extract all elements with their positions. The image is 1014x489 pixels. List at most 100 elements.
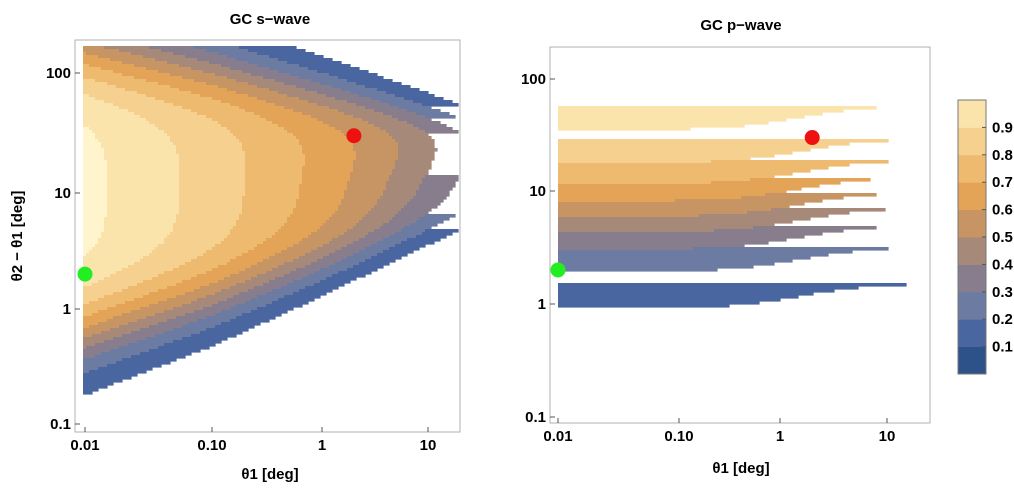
s-wave-contour-cell: [416, 112, 450, 116]
p-wave-contour-cell: [558, 232, 823, 236]
p-wave-contour-cell: [558, 226, 754, 230]
s-wave-contour-cell: [305, 163, 354, 167]
s-wave-contour-cell: [83, 250, 90, 254]
colorbar-label: 0.7: [992, 174, 1013, 191]
s-wave-contour-cell: [167, 298, 198, 302]
s-wave-contour-cell: [206, 115, 261, 119]
s-wave-contour-cell: [101, 67, 147, 71]
s-wave-contour-cell: [308, 235, 339, 239]
s-wave-contour-cell: [404, 226, 432, 230]
s-wave-contour-cell: [110, 274, 159, 278]
s-wave-contour-cell: [419, 187, 453, 191]
s-wave-contour-cell: [386, 130, 426, 134]
s-wave-contour-cell: [179, 196, 243, 200]
s-wave-contour-cell: [107, 169, 180, 173]
s-wave-contour-cell: [83, 310, 99, 314]
p-wave-contour-cell: [558, 166, 829, 170]
s-wave-contour-cell: [182, 76, 228, 80]
p-wave-contour-cell: [558, 193, 766, 197]
s-wave-contour-cell: [104, 46, 150, 50]
s-wave-contour-cell: [83, 91, 138, 95]
s-wave-contour-cell: [221, 64, 258, 68]
p-wave-contour-cell: [753, 226, 877, 230]
s-wave-contour-cell: [332, 238, 360, 242]
s-wave-contour-cell: [179, 157, 246, 161]
s-wave-contour-cell: [320, 280, 351, 284]
s-wave-contour-cell: [410, 199, 444, 203]
p-wave-contour-cell: [558, 241, 769, 245]
s-wave-contour-cell: [104, 229, 174, 233]
p-wave-contour-cell: [558, 211, 748, 215]
s-wave-contour-cell: [155, 247, 213, 251]
s-wave-contour-cell: [350, 178, 390, 182]
s-wave-contour-cell: [332, 85, 366, 89]
p-wave-contour-cell: [558, 199, 676, 203]
s-wave-contour-cell: [164, 238, 225, 242]
s-wave-contour-cell: [221, 289, 249, 293]
s-wave-contour-cell: [131, 52, 174, 56]
s-wave-contour-cell: [236, 223, 285, 227]
s-wave-contour-cell: [104, 100, 165, 104]
s-wave-contour-cell: [362, 118, 399, 122]
s-wave-contour-cell: [95, 244, 159, 248]
p-wave-contour-cell: [558, 250, 853, 254]
s-wave-contour-cell: [230, 229, 279, 233]
s-wave-contour-cell: [341, 247, 366, 251]
s-wave-contour-cell: [83, 349, 111, 353]
s-wave-contour-cell: [191, 277, 225, 281]
s-wave-contour-cell: [107, 364, 162, 368]
s-wave-contour-cell: [305, 157, 357, 161]
s-wave-contour-cell: [203, 253, 243, 257]
s-wave-contour-cell: [83, 328, 111, 332]
s-wave-contour-cell: [152, 250, 207, 254]
s-wave-contour-cell: [230, 103, 276, 107]
p-wave-contour-cell: [558, 268, 718, 272]
s-wave-contour-cell: [326, 277, 357, 281]
s-wave-contour-cell: [329, 124, 375, 128]
s-wave-contour-cell: [350, 175, 390, 179]
s-wave-contour-cell: [107, 160, 180, 164]
s-wave-contour-cell: [83, 115, 141, 119]
s-wave-contour-cell: [83, 229, 105, 233]
s-wave-contour-cell: [83, 292, 114, 296]
p-wave-contour-cell: [558, 205, 790, 209]
s-wave-contour-cell: [107, 82, 159, 86]
s-wave-contour-cell: [392, 115, 426, 119]
colorbar-band: [958, 154, 986, 183]
s-wave-contour-cell: [317, 70, 369, 74]
s-wave-y-tick-label: 0.1: [50, 416, 71, 433]
s-wave-contour-cell: [389, 133, 429, 137]
s-wave-contour-cell: [179, 178, 246, 182]
s-wave-contour-cell: [395, 244, 426, 248]
s-wave-contour-cell: [83, 322, 99, 326]
s-wave-contour-cell: [155, 58, 198, 62]
s-wave-contour-cell: [83, 58, 111, 62]
s-wave-contour-cell: [206, 250, 249, 254]
s-wave-contour-cell: [83, 283, 93, 287]
s-wave-contour-cell: [368, 121, 408, 125]
s-wave-contour-cell: [173, 340, 222, 344]
s-wave-contour-cell: [212, 268, 246, 272]
s-wave-contour-cell: [266, 238, 303, 242]
s-wave-contour-cell: [224, 238, 267, 242]
s-wave-contour-cell: [302, 112, 345, 116]
s-wave-contour-cell: [290, 73, 330, 77]
s-wave-contour-cell: [152, 277, 192, 281]
s-wave-contour-cell: [83, 235, 102, 239]
s-wave-contour-cell: [83, 355, 96, 359]
s-wave-contour-cell: [83, 178, 108, 182]
s-wave-contour-cell: [83, 154, 105, 158]
s-wave-contour-cell: [134, 298, 168, 302]
s-wave-contour-cell: [83, 160, 108, 164]
p-wave-contour-cell: [558, 262, 775, 266]
s-wave-contour-cell: [179, 202, 243, 206]
s-wave-contour-cell: [257, 295, 285, 299]
s-wave-contour-cell: [182, 304, 213, 308]
s-wave-contour-cell: [83, 130, 93, 134]
s-wave-contour-cell: [83, 367, 99, 371]
s-wave-contour-cell: [341, 88, 378, 92]
s-wave-contour-cell: [248, 289, 273, 293]
s-wave-contour-cell: [365, 214, 396, 218]
p-wave-contour-cell: [558, 172, 793, 176]
s-wave-contour-cell: [227, 55, 270, 59]
